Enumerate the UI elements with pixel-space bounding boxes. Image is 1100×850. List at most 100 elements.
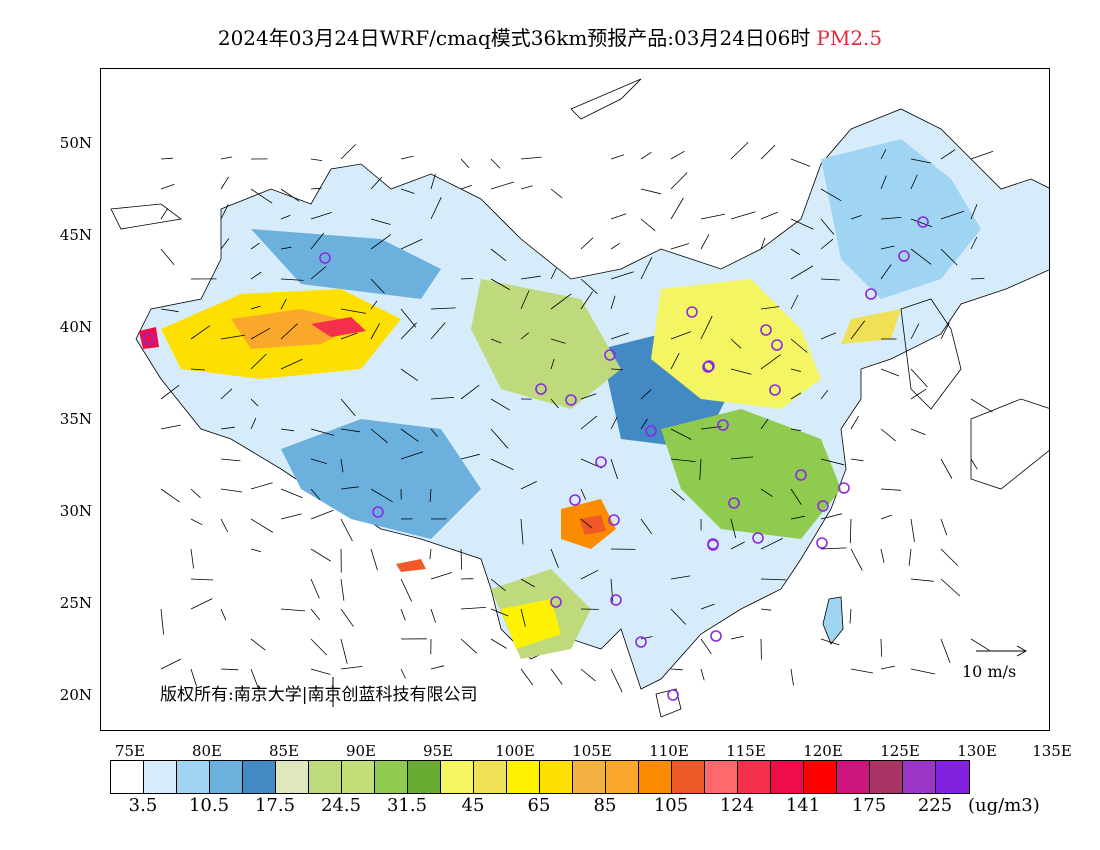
wind-arrow [730,635,744,640]
wind-arrow [910,248,932,265]
wind-arrow [460,384,480,400]
wind-arrow [190,325,211,340]
wind-arrow [490,338,502,344]
lon-label: 75E [114,742,146,760]
wind-arrow [310,488,321,500]
colorbar-label: 17.5 [254,795,296,816]
wind-arrow [340,144,356,160]
wind-arrow [610,154,625,160]
wind-arrow [490,248,507,262]
colorbar-cell [903,761,936,793]
wind-arrow [820,278,840,281]
wind-arrow [550,668,563,685]
station-marker [760,324,772,336]
wind-arrow [940,518,948,536]
wind-arrow [908,548,912,566]
colorbar-label: 3.5 [128,795,158,816]
wind-arrow [520,518,524,545]
wind-arrow [520,156,542,160]
wind-arrow [430,397,455,400]
zone-green-east [661,409,841,539]
wind-arrow [910,158,932,164]
wind-arrow [190,578,214,581]
wind-arrow [760,306,780,310]
wind-arrow [940,248,958,266]
wind-arrow [160,424,181,430]
wind-arrow [250,668,261,693]
wind-arrow [700,234,710,250]
wind-arrow [430,197,442,220]
wind-arrow [790,488,802,505]
wind-arrow [580,518,593,529]
wind-arrow [640,188,662,195]
wind-arrow [760,608,772,611]
wind-arrow [880,514,893,520]
wind-arrow [820,547,847,550]
map-panel [100,68,1050,731]
wind-arrow [880,245,895,250]
wind-arrow [640,151,652,160]
wind-arrow [370,428,388,444]
lat-label: 20N [59,686,92,704]
wind-arrow [430,572,453,580]
wind-arrow [370,234,392,250]
lon-label: 105E [572,742,612,760]
station-marker [707,539,719,551]
wind-arrow [760,211,778,220]
wind-arrow [340,332,358,340]
wind-arrow [790,218,814,230]
variable-label: PM2.5 [816,26,883,50]
wind-arrow [940,548,959,566]
wind-arrow [340,398,356,417]
colorbar-cell [441,761,474,793]
wind-arrow [340,458,344,473]
wind-arrow [580,291,593,310]
wind-arrow [280,188,300,202]
station-marker [635,636,647,648]
wind-arrow [940,210,965,220]
station-marker [769,384,781,396]
wind-arrow [430,665,445,670]
wind-arrow [580,278,598,294]
wind-arrow [610,416,618,430]
wind-arrow [370,323,381,340]
colorbar-label: 175 [851,795,887,816]
wind-arrow [970,278,985,280]
wind-arrow [310,578,320,599]
wind-arrow [490,638,507,649]
wind-arrow [310,548,331,562]
wind-arrow [220,488,243,493]
wind-arrow [580,393,597,400]
wind-arrow [970,204,978,220]
wind-arrow [310,608,321,620]
station-marker [717,419,729,431]
station-marker [686,306,698,318]
wind-arrow [490,181,515,190]
wind-arrow [970,150,994,160]
wind-arrow [460,453,480,460]
wind-arrow [610,368,623,370]
colorbar-cell [870,761,903,793]
wind-arrow [310,232,325,250]
wind-arrow [220,334,245,340]
wind-arrow [430,608,436,623]
wind-arrow [520,290,530,310]
wind-arrow [160,208,169,220]
station-marker [143,333,155,345]
colorbar-cell [276,761,309,793]
wind-arrow [520,481,537,490]
colorbar-cell [540,761,573,793]
wind-arrow [280,428,295,432]
wind-arrow [790,368,801,372]
wind-arrow [280,246,292,250]
wind-arrow [849,518,852,544]
wind-arrow [790,158,811,167]
wind-arrow [790,265,814,280]
wind-arrow [340,608,354,627]
wind-arrow [760,538,783,550]
wind-arrow [820,238,834,250]
wind-arrow [370,548,378,571]
zone-yellow-south [501,599,561,649]
wind-arrow [220,176,229,190]
colorbar-cell [111,761,144,793]
